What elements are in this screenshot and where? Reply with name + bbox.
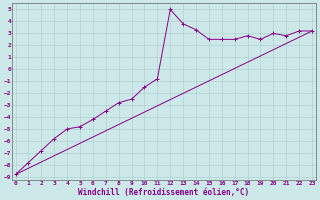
X-axis label: Windchill (Refroidissement éolien,°C): Windchill (Refroidissement éolien,°C) [78,188,249,197]
